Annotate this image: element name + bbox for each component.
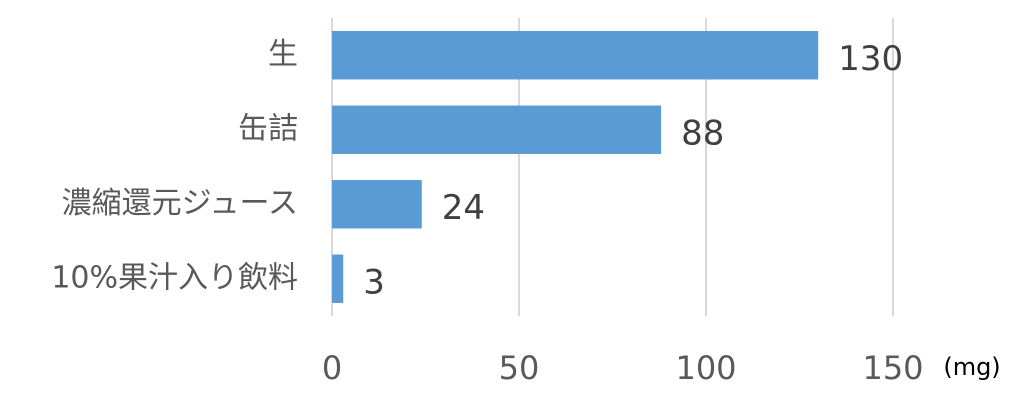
axis-unit: (mg) (943, 353, 1000, 381)
y-tick-label: 10%果汁入り飲料 (51, 260, 298, 295)
x-tick-label: 100 (675, 349, 736, 387)
bar (332, 254, 344, 303)
x-tick-label: 50 (499, 349, 540, 387)
y-tick-label: 生 (268, 37, 298, 72)
y-tick-label: 濃縮還元ジュース (62, 186, 298, 221)
x-tick-label: 0 (322, 349, 342, 387)
bar (332, 31, 819, 80)
bar (332, 105, 662, 154)
value-label: 130 (838, 39, 903, 79)
y-tick-label: 缶詰 (238, 111, 298, 146)
value-label: 3 (363, 262, 385, 302)
x-tick-label: 150 (862, 349, 923, 387)
value-label: 88 (681, 113, 724, 153)
bar (332, 180, 422, 229)
value-label: 24 (442, 188, 485, 228)
